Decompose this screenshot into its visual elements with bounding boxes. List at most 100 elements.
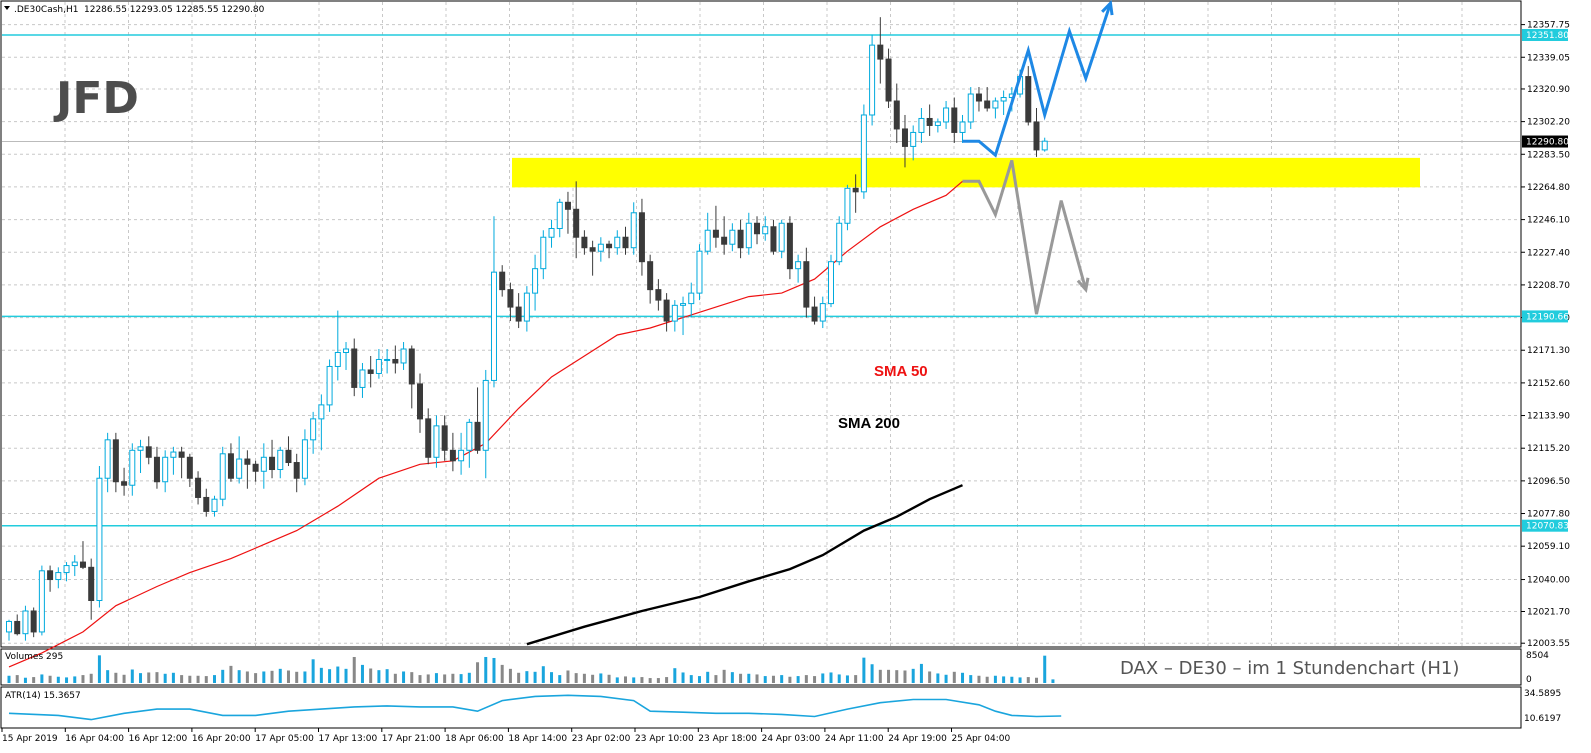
- volume-bar: [525, 671, 529, 683]
- volume-bar: [171, 672, 175, 683]
- time-tick-label: 16 Apr 04:00: [65, 734, 124, 744]
- price-tick-label: 12059.10: [1527, 542, 1570, 552]
- candle: [507, 282, 514, 322]
- candle: [696, 244, 703, 301]
- volume-bar: [286, 670, 290, 683]
- candle: [844, 184, 851, 231]
- candle: [499, 265, 506, 297]
- candle: [145, 436, 152, 465]
- candle-body: [934, 121, 941, 126]
- price-tick-label: 12171.30: [1527, 346, 1570, 356]
- price-axis[interactable]: 12357.75 12339.05 12320.90 12302.20 12283.50…: [1521, 21, 1570, 650]
- volume-bar: [689, 675, 693, 683]
- volume-bar: [862, 657, 866, 683]
- candle-body: [770, 226, 777, 252]
- time-axis[interactable]: 15 Apr 2019 16 Apr 04:00 16 Apr 12:00 16 Ap…: [1, 728, 1010, 744]
- candle-body: [474, 421, 481, 451]
- volume-bar: [328, 669, 332, 683]
- candle-body: [523, 292, 530, 322]
- candle: [227, 443, 234, 482]
- candle: [269, 439, 276, 479]
- volume-bar: [492, 657, 496, 683]
- candle-body: [392, 358, 399, 364]
- candle: [384, 349, 391, 374]
- chart-menu-triangle-icon[interactable]: [4, 6, 10, 10]
- candle: [129, 443, 136, 496]
- candle-body: [384, 358, 391, 361]
- time-tick-label: 17 Apr 05:00: [255, 734, 314, 744]
- chart-ohlc: 12286.55 12293.05 12285.55 12290.80: [84, 5, 265, 15]
- candle: [277, 446, 284, 479]
- volume-bar: [558, 675, 562, 683]
- candle-body: [548, 228, 555, 238]
- volume-bar: [147, 672, 151, 683]
- candle-body: [852, 187, 859, 193]
- price-tick-label: 12003.55: [1527, 639, 1570, 649]
- volume-bar: [163, 673, 167, 683]
- candle-body: [104, 439, 111, 479]
- candle: [88, 558, 95, 620]
- candle: [597, 237, 604, 262]
- resistance-zone: [512, 157, 1420, 188]
- candle-body: [803, 261, 810, 308]
- time-tick-label: 23 Apr 18:00: [698, 734, 757, 744]
- candle: [203, 488, 210, 517]
- price-tick-label: 12152.60: [1527, 379, 1570, 389]
- candle-body: [334, 351, 341, 367]
- candle-body: [647, 261, 654, 291]
- chart-symbol: .DE30Cash,H1: [14, 5, 78, 15]
- candle-body: [79, 561, 86, 568]
- volume-bar: [517, 672, 521, 683]
- volume-bar: [213, 675, 216, 683]
- atr-low-tick: 10.6197: [1524, 714, 1561, 724]
- candle: [606, 240, 613, 259]
- volume-bar: [319, 667, 323, 683]
- candle-body: [926, 117, 933, 126]
- candle-body: [975, 93, 982, 102]
- volume-bar: [870, 664, 874, 683]
- volume-bar: [821, 673, 825, 683]
- volume-bar: [607, 674, 611, 683]
- price-tick-label: 12096.50: [1527, 477, 1570, 487]
- volume-bar: [714, 675, 718, 683]
- volume-bar: [393, 673, 397, 683]
- volume-bar: [837, 674, 841, 683]
- volume-bar: [484, 656, 488, 683]
- candle: [795, 254, 802, 283]
- candle-body: [622, 236, 629, 249]
- candle: [425, 408, 432, 465]
- price-tick-label: 12357.75: [1527, 21, 1570, 31]
- level-price-box: [1522, 28, 1568, 41]
- volume-bar: [813, 676, 817, 683]
- candle-body: [597, 243, 604, 252]
- candle-body: [1000, 97, 1007, 102]
- volume-bar: [804, 675, 808, 683]
- candle-body: [359, 369, 366, 388]
- volume-bar: [97, 655, 101, 683]
- candle-body: [795, 261, 802, 270]
- candle: [803, 247, 810, 318]
- candle: [318, 394, 325, 451]
- candle: [548, 219, 555, 248]
- candle-body: [375, 358, 382, 374]
- candle: [556, 198, 563, 238]
- candle-body: [564, 201, 571, 210]
- volume-bar: [254, 673, 258, 683]
- candle: [334, 310, 341, 381]
- candle: [778, 219, 785, 259]
- volume-bar: [887, 669, 891, 683]
- volume-bar: [1043, 655, 1047, 683]
- candle: [704, 212, 711, 255]
- volume-bar: [459, 674, 463, 683]
- volume-bar: [829, 672, 833, 683]
- current-price-label: 12290.80: [1526, 138, 1569, 148]
- candle: [96, 466, 103, 608]
- candle: [195, 471, 202, 505]
- level-price-box: [1522, 519, 1568, 532]
- level-price-box: [1522, 310, 1568, 323]
- candle: [630, 202, 637, 255]
- candle-body: [318, 404, 325, 420]
- candle-body: [581, 236, 588, 249]
- candle: [63, 562, 70, 582]
